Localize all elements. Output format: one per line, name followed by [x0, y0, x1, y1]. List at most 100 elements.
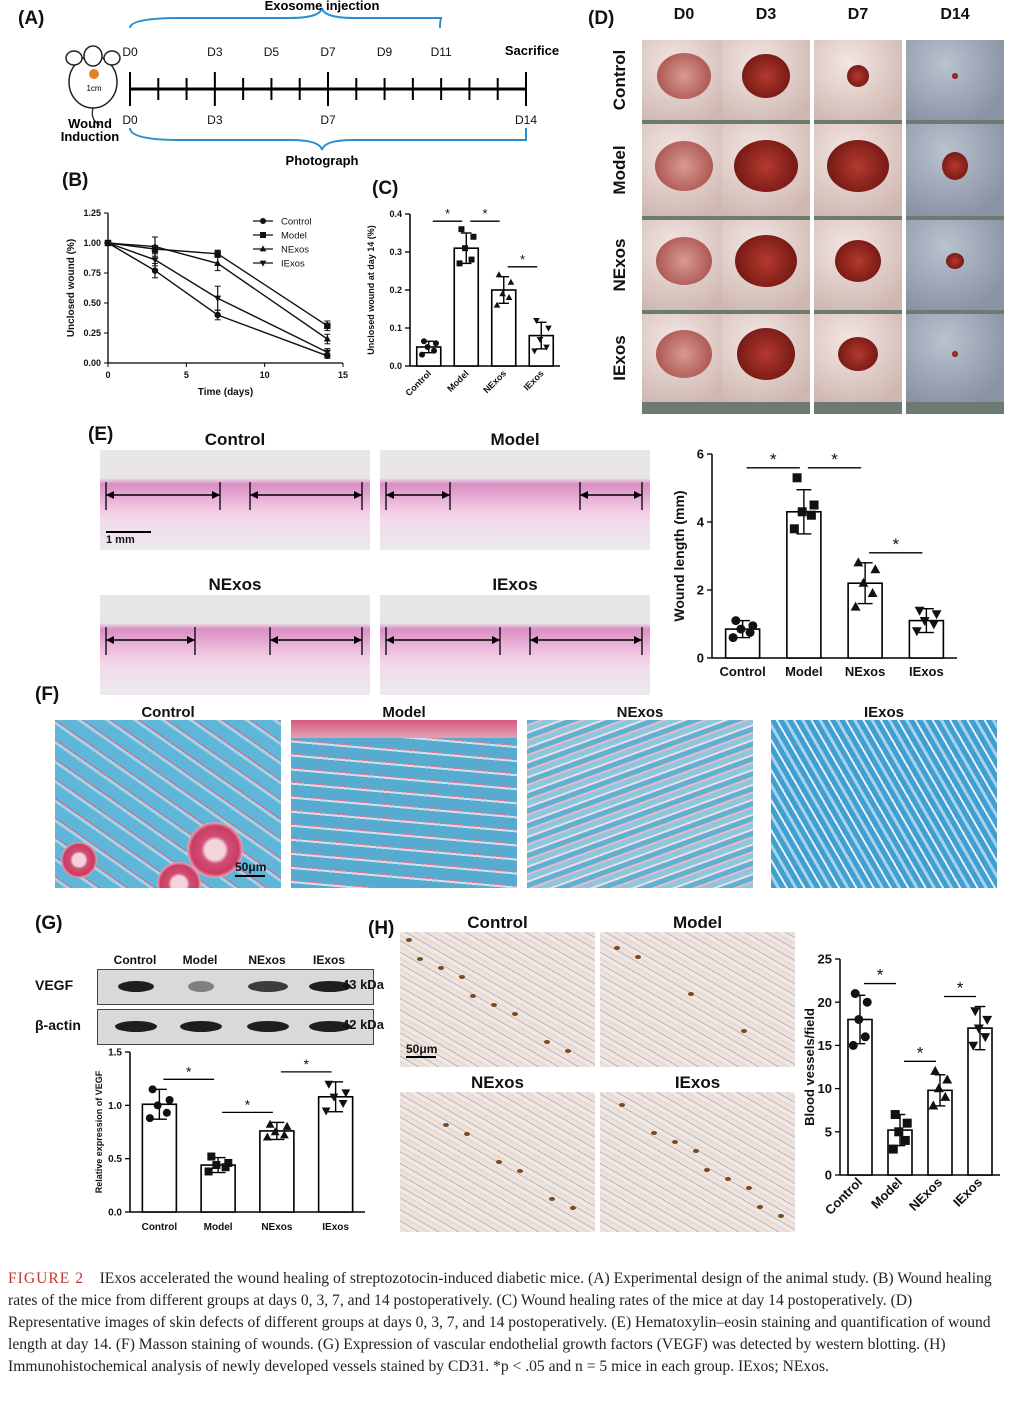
data-point [900, 1135, 910, 1145]
he-image-title: Control [204, 430, 266, 449]
arrow-head [106, 636, 114, 644]
y-tick-label: 0 [825, 1168, 832, 1183]
x-tick-label: NExos [906, 1175, 945, 1214]
y-tick-label: 2 [697, 583, 704, 598]
western-blot: Control Model NExos IExos VEGF 43 kDa β-actin 4… [35, 945, 395, 1045]
cd31-vessel [746, 1186, 752, 1190]
data-point [736, 624, 746, 634]
data-point [862, 997, 872, 1007]
wound-area [734, 140, 798, 192]
data-point [507, 278, 515, 285]
ihc-stain-image [600, 932, 795, 1067]
he-stain-image [380, 450, 650, 550]
day-column-title: D7 [847, 6, 869, 23]
x-tick-label: IExos [950, 1175, 985, 1210]
he-scalebar: 1 mm [106, 531, 151, 546]
y-axis-label: Unclosed wound (%) [66, 239, 77, 337]
figure-caption: FIGURE 2 IExos accelerated the wound hea… [8, 1268, 1008, 1378]
wound-area [835, 240, 881, 282]
cd31-vessel [512, 1012, 518, 1016]
cd31-vessel [570, 1206, 576, 1210]
wound-photo [642, 220, 726, 322]
arrow-head [386, 636, 394, 644]
significance-star: * [186, 1063, 192, 1079]
masson-stain-grid: Control 50μm Model NExos IExos [55, 700, 1005, 890]
wound-spot-icon [89, 69, 99, 79]
data-point [493, 301, 501, 308]
chart-e-bar: 0 2 4 6 Wound length (mm) Control Model NExos IE… [671, 447, 957, 679]
data-point [329, 1093, 339, 1102]
data-point [495, 271, 503, 278]
cd31-vessel [741, 1029, 747, 1033]
y-tick-label: 0.75 [83, 268, 101, 278]
bar [259, 1130, 295, 1213]
arrow-head [442, 491, 450, 499]
data-point [531, 348, 538, 355]
figure-label: FIGURE 2 [8, 1270, 85, 1287]
data-point [850, 989, 860, 999]
masson-stain-image [291, 720, 517, 888]
x-tick-label: 0 [105, 370, 110, 380]
wound-length-arrows [105, 482, 363, 510]
data-point [214, 250, 221, 257]
he-image-title: IExos [492, 575, 538, 594]
data-point [151, 257, 159, 264]
wound-photo [906, 220, 1004, 322]
masson-stain-image: 50μm [55, 720, 281, 888]
data-point [728, 633, 738, 643]
y-axis-label: Relative expression of VEGF [94, 1070, 104, 1193]
cd31-vessel [614, 946, 620, 950]
arrow-head [530, 636, 538, 644]
data-point [214, 295, 222, 303]
y-tick-label: 1.0 [108, 1101, 122, 1112]
significance-star: * [892, 535, 899, 554]
wound-photo [722, 40, 810, 132]
bar [317, 1095, 354, 1213]
cd31-vessel [725, 1177, 731, 1181]
data-point [420, 338, 427, 345]
y-axis-label: Wound length (mm) [671, 490, 687, 621]
data-point [543, 344, 550, 351]
data-point [797, 507, 807, 517]
top-day-label: D7 [320, 45, 336, 59]
significance-star: * [957, 979, 964, 998]
masson-scalebar: 50μm [235, 860, 266, 877]
data-point [341, 1089, 351, 1098]
data-point [867, 588, 878, 597]
bottom-day-label: D14 [515, 113, 537, 127]
data-point [214, 259, 222, 266]
y-tick-label: 0 [697, 651, 704, 666]
data-point [282, 1121, 292, 1130]
data-point [973, 1024, 984, 1034]
cd31-vessel [778, 1214, 784, 1218]
significance-star: * [445, 206, 450, 221]
blot-band [248, 981, 288, 992]
data-point [928, 620, 939, 630]
wound-area [737, 328, 795, 380]
hair-follicle [187, 822, 243, 878]
ihc-stain-image [600, 1092, 795, 1232]
y-axis-label: Unclosed wound at day 14 (%) [366, 225, 376, 355]
data-point [324, 1080, 334, 1089]
y-tick-label: 25 [818, 952, 832, 967]
group-row-title: Control [610, 49, 629, 111]
data-point [323, 335, 331, 342]
y-tick-label: 0.5 [108, 1154, 122, 1165]
wound-length-arrows [385, 482, 643, 510]
group-row-title: NExos [610, 238, 629, 292]
y-tick-label: 0.2 [389, 285, 402, 295]
wound-photo [642, 314, 726, 414]
legend-marker [260, 218, 266, 224]
mouse-illustration: 1cm [65, 45, 121, 126]
y-tick-label: 0.25 [83, 328, 101, 338]
he-stain-image [100, 595, 370, 695]
blot-band [247, 1021, 289, 1032]
blot-band [118, 981, 154, 992]
arrow-head [212, 491, 220, 499]
x-tick-label: Control [403, 368, 433, 398]
bottom-day-labels: D0 D3 D7 D14 [122, 113, 537, 127]
data-point [854, 1014, 864, 1024]
x-tick-label: NExos [261, 1222, 293, 1233]
arrow-head [634, 491, 642, 499]
data-point [858, 577, 869, 587]
